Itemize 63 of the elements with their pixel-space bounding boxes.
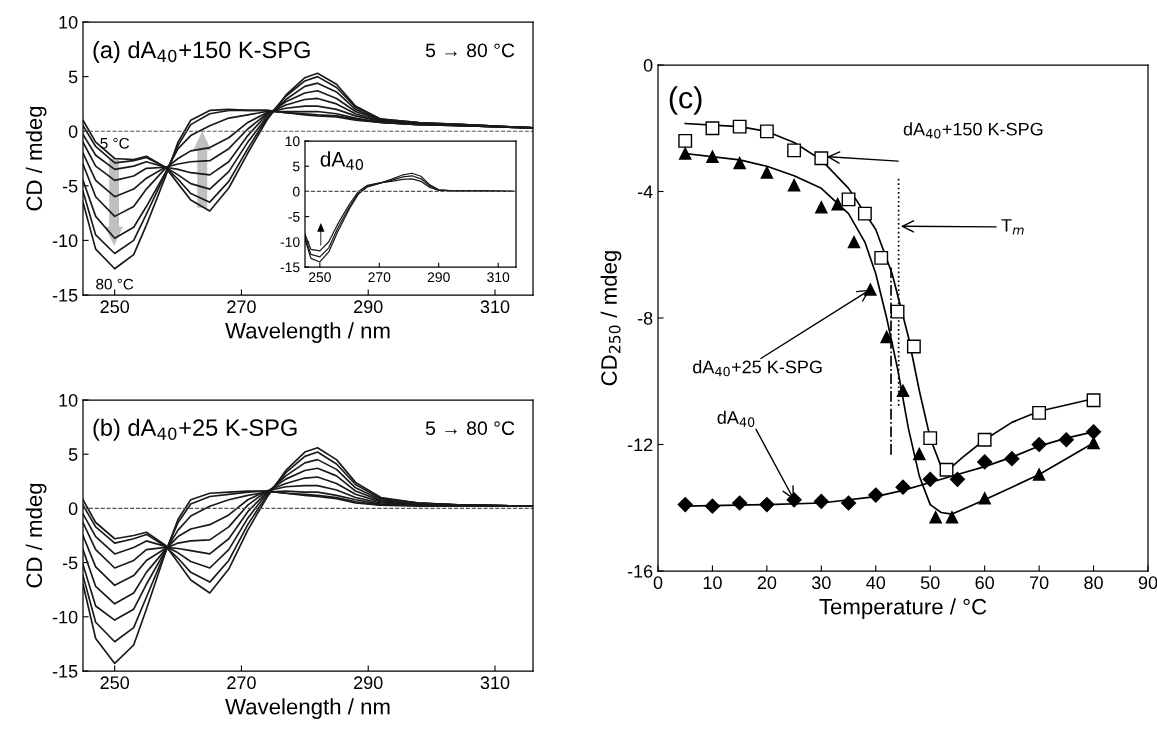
x-tick-label: 80: [1084, 576, 1103, 590]
y-axis-title: CD / mdeg: [25, 106, 47, 211]
y-tick-label: -15: [52, 665, 78, 678]
annotation: 5 → 80 °C: [425, 421, 515, 436]
x-tick-label: 310: [480, 676, 510, 690]
y-tick-label: 0: [68, 502, 78, 516]
y-tick-label: -10: [52, 234, 78, 248]
y-tick-label: 5: [68, 448, 78, 461]
y-axis-title: CD / mdeg: [25, 483, 47, 588]
y-tick-label: -5: [62, 556, 78, 570]
x-tick-label: 0: [653, 576, 663, 590]
y-tick-label: -8: [637, 311, 653, 325]
x-tick-label: 290: [354, 676, 383, 690]
y-tick-label: -15: [52, 289, 78, 302]
x-tick-label: 250: [100, 676, 130, 690]
x-tick-label: 270: [368, 272, 391, 283]
y-tick-label: 10: [285, 136, 300, 147]
x-tick-label: 250: [308, 272, 331, 283]
x-tick-label: 310: [480, 300, 510, 314]
annotation: dA$_{40}$+25 K-SPG: [693, 360, 822, 377]
y-tick-label: -12: [627, 438, 653, 452]
x-tick-label: 20: [757, 576, 777, 590]
x-tick-label: 70: [1030, 576, 1049, 590]
x-tick-label: 90: [1138, 576, 1157, 590]
y-tick-label: -16: [627, 564, 653, 578]
y-tick-label: 5: [292, 161, 300, 172]
y-tick-label: -10: [52, 610, 78, 624]
x-tick-label: 310: [487, 272, 510, 283]
x-tick-label: 270: [227, 676, 256, 690]
x-tick-label: 290: [427, 272, 450, 283]
x-tick-label: 290: [354, 300, 383, 314]
text: (b) dA$_{40}$+25 K-SPG: [93, 418, 297, 441]
x-tick-label: 250: [100, 300, 130, 314]
y-tick-label: -15: [280, 262, 300, 273]
y-tick-label: 0: [292, 186, 300, 197]
y-tick-label: 5: [68, 70, 78, 84]
x-tick-label: 270: [227, 300, 256, 314]
x-tick-label: 50: [920, 576, 940, 590]
y-tick-label: -5: [62, 179, 78, 193]
x-axis-title: Temperature / °C: [819, 598, 987, 619]
annotation: dA$_{40}$: [717, 410, 755, 427]
y-tick-label: 10: [59, 15, 78, 29]
y-tick-label: 0: [68, 125, 78, 138]
x-tick-label: 60: [975, 576, 994, 590]
y-tick-label: -10: [280, 237, 300, 247]
x-axis-title: Wavelength / nm: [225, 322, 390, 343]
annotation: 5 → 80 °C: [425, 43, 515, 58]
text: (c): [669, 86, 702, 115]
annotation: T$_{m}$: [1001, 219, 1024, 235]
x-axis-title: Wavelength / nm: [225, 698, 390, 719]
annotation: dA$_{40}$+150 K-SPG: [903, 122, 1043, 139]
annotation: 80 °C: [96, 278, 134, 290]
text: (a) dA$_{40}$+150 K-SPG: [93, 40, 310, 63]
annotation: 5 °C: [100, 137, 130, 149]
x-tick-label: 40: [866, 576, 886, 590]
y-tick-label: 0: [643, 58, 653, 72]
y-tick-label: -5: [288, 212, 300, 222]
y-tick-label: 10: [59, 393, 78, 407]
x-tick-label: 30: [811, 576, 831, 590]
chart-title: dA$_{40}$: [320, 151, 364, 171]
y-tick-label: -4: [637, 185, 653, 199]
x-tick-label: 10: [703, 576, 722, 590]
y-axis-title: CD$_{250}$ / mdeg: [600, 251, 622, 386]
